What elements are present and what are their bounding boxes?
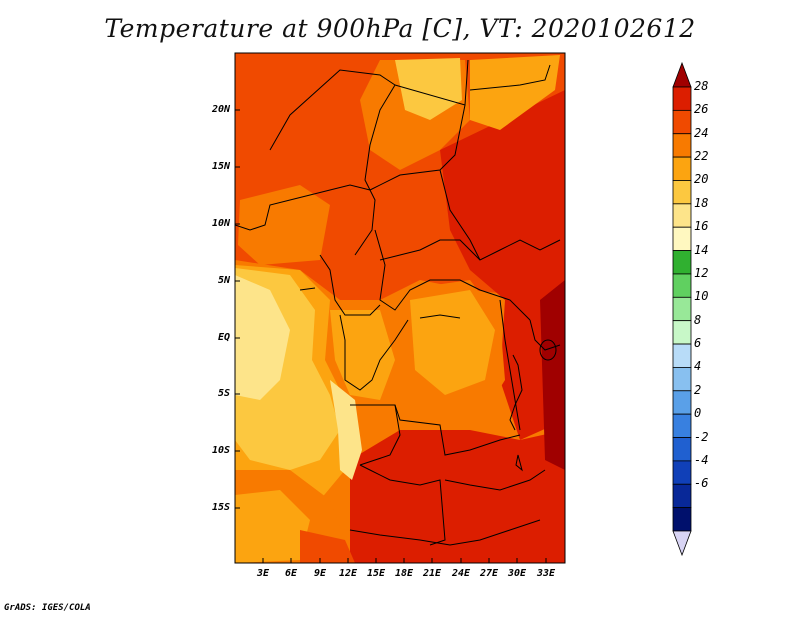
field-mid-west — [238, 185, 330, 265]
lat-label-eq: EQ — [217, 332, 230, 343]
colorbar-segment — [672, 86, 692, 111]
colorbar-label: 20 — [694, 172, 709, 187]
colorbar-segment — [672, 226, 692, 251]
colorbar-label: 28 — [694, 79, 709, 93]
field-hot-east-strip — [540, 280, 565, 470]
colorbar-segment — [672, 180, 692, 205]
colorbar — [672, 61, 692, 557]
field-mild-north — [395, 58, 462, 120]
field-hot-northeast — [440, 90, 565, 440]
colorbar-segment — [672, 109, 692, 135]
lon-label-15e: 15E — [366, 568, 386, 579]
colorbar-label: 14 — [694, 242, 709, 257]
colorbar-segment — [672, 320, 692, 345]
lat-ticks — [235, 109, 240, 509]
lon-label-21e: 21E — [422, 568, 442, 579]
lon-label-6e: 6E — [284, 568, 298, 579]
colorbar-label: 6 — [694, 336, 702, 351]
colorbar-segment — [672, 437, 692, 462]
colorbar-segment — [672, 296, 692, 322]
lat-label-5s: 5S — [217, 388, 230, 399]
grads-credit: GrADS: IGES/COLA — [4, 603, 91, 613]
lakes — [299, 287, 557, 472]
map-title: Temperature at 900hPa [C], VT: 202010261… — [104, 14, 696, 43]
lon-ticks — [262, 558, 547, 563]
lat-label-15s: 15S — [211, 502, 230, 513]
colorbar-label: -4 — [694, 452, 709, 467]
lon-label-33e: 33E — [536, 568, 556, 579]
colorbar-label: 12 — [694, 265, 709, 280]
lon-label-27e: 27E — [479, 568, 499, 579]
colorbar-segment — [672, 250, 692, 275]
colorbar-segment — [672, 460, 692, 485]
lon-label-9e: 9E — [313, 568, 327, 579]
lat-label-10n: 10N — [211, 218, 230, 229]
colorbar-segment — [672, 156, 692, 181]
colorbar-segment — [672, 133, 692, 158]
field-mild-congo-west — [330, 310, 395, 400]
colorbar-segment — [672, 367, 692, 392]
lon-label-3e: 3E — [256, 568, 270, 579]
lon-label-24e: 24E — [451, 568, 471, 579]
colorbar-segment — [672, 203, 692, 228]
lat-label-20n: 20N — [211, 104, 230, 115]
lon-label-30e: 30E — [507, 568, 527, 579]
lat-label-10s: 10S — [211, 445, 230, 456]
colorbar-segment — [672, 273, 692, 298]
field-mid-sw-tip — [300, 530, 355, 563]
colorbar-label: 2 — [694, 382, 702, 397]
colorbar-label: -6 — [694, 476, 709, 491]
colorbar-label: 24 — [694, 125, 709, 140]
colorbar-label: 22 — [694, 149, 709, 164]
colorbar-segment — [672, 390, 692, 415]
colorbar-label: 26 — [694, 102, 709, 117]
colorbar-segment-bottom — [672, 530, 692, 557]
colorbar-label: 4 — [694, 359, 702, 374]
colorbar-label: 0 — [694, 406, 702, 421]
temperature-field — [235, 53, 565, 563]
colorbar-label: 10 — [694, 289, 709, 304]
lat-label-5n: 5N — [217, 275, 230, 286]
colorbar-label: -2 — [694, 429, 709, 444]
lat-label-15n: 15N — [211, 161, 230, 172]
field-mild-southwest — [235, 490, 310, 563]
colorbar-label: 16 — [694, 219, 709, 234]
lon-label-12e: 12E — [338, 568, 358, 579]
lon-label-18e: 18E — [394, 568, 414, 579]
colorbar-segment — [672, 483, 692, 509]
colorbar-segment-top — [672, 61, 692, 88]
map-frame — [234, 52, 566, 564]
colorbar-label: 18 — [694, 195, 709, 210]
country-borders — [235, 59, 561, 546]
colorbar-segment — [672, 507, 692, 532]
colorbar-segment — [672, 343, 692, 368]
field-mild-north-east — [470, 55, 560, 130]
field-hot-south — [350, 430, 565, 563]
field-coolest-atlantic — [235, 275, 290, 400]
colorbar-label: 8 — [694, 312, 702, 327]
colorbar-segment — [672, 413, 692, 438]
